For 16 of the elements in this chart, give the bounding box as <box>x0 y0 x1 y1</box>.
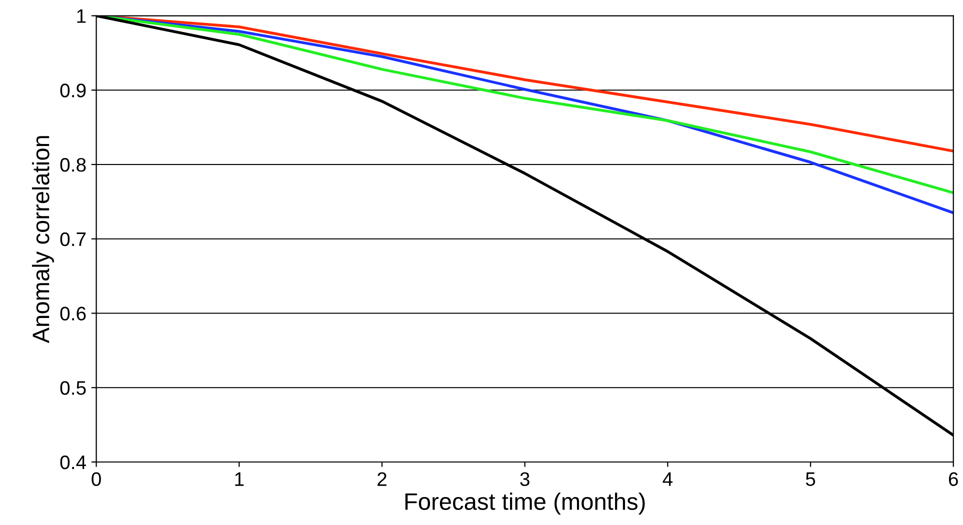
y-tick-label: 0.9 <box>60 84 86 98</box>
x-tick-label: 2 <box>378 472 386 486</box>
y-tick-label: 0.8 <box>60 158 86 172</box>
x-tick-label: 3 <box>520 472 530 486</box>
x-axis-title: Forecast time (months) <box>405 492 645 515</box>
y-tick-label: 0.5 <box>60 381 86 395</box>
x-tick-label: 6 <box>948 472 958 486</box>
y-tick-label: 0.6 <box>60 306 86 320</box>
y-tick-label: 0.7 <box>60 232 86 246</box>
x-tick-label: 1 <box>235 472 244 486</box>
y-tick-label: 1 <box>77 9 86 23</box>
x-tick-label: 4 <box>662 472 673 486</box>
x-tick-label: 5 <box>806 472 816 486</box>
y-tick-label: 0.4 <box>60 455 86 470</box>
x-tick-label: 0 <box>92 472 101 486</box>
y-axis-title: Anomaly correlation <box>32 136 54 344</box>
